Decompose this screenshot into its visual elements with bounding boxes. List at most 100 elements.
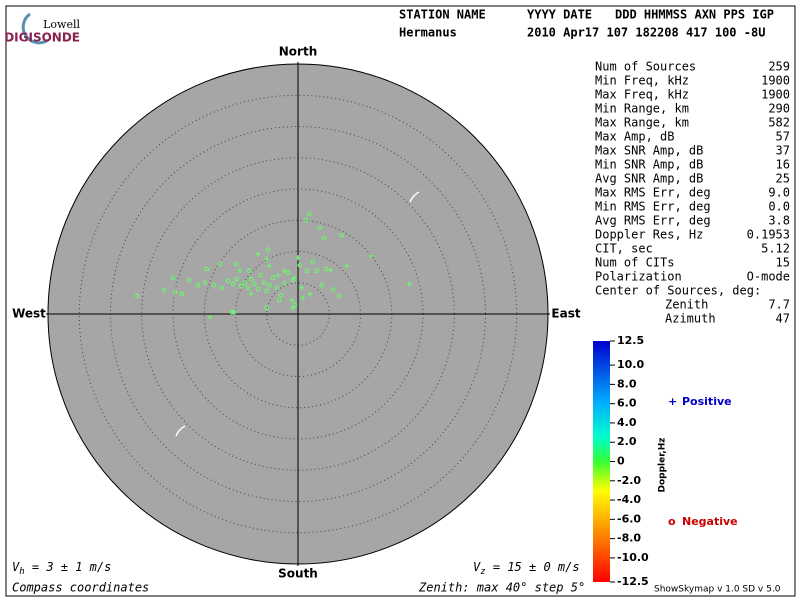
source-negative — [255, 286, 261, 292]
source-negative — [278, 292, 284, 298]
source-negative — [290, 277, 296, 283]
stat-value: 0.0 — [768, 200, 790, 214]
stat-label: Max SNR Amp, dB — [595, 144, 703, 158]
source-negative — [245, 285, 251, 291]
source-positive — [290, 305, 296, 311]
source-negative — [292, 302, 298, 307]
colorbar-label: Doppler,Hz — [658, 437, 668, 492]
source-negative — [248, 276, 254, 282]
source-negative — [339, 232, 345, 238]
source-negative — [281, 281, 287, 286]
colorbar-ticks: 12.5 10.0 8.0 6.0 4.0 2.0 0 -2.0 -4.0 -6.0 -8.0 -10… — [610, 334, 649, 588]
source-negative — [266, 282, 272, 288]
logo-top: Lowell — [43, 18, 80, 31]
header-label: STATION NAME — [399, 8, 486, 22]
colorbar — [593, 341, 610, 582]
colorbar-tick-label: 4.0 — [617, 416, 637, 429]
source-negative — [233, 261, 239, 267]
source-negative — [161, 287, 167, 293]
vh-label: Vh = 3 ± 1 m/s — [12, 560, 111, 577]
stat-label: Min Range, km — [595, 102, 689, 116]
source-positive — [255, 251, 261, 257]
colorbar-tick-label: 6.0 — [617, 397, 637, 410]
colorbar-tick-label: -4.0 — [617, 493, 641, 506]
center-label: Zenith — [665, 298, 708, 312]
source-negative — [251, 281, 257, 287]
center-label: Azimuth — [665, 312, 716, 326]
stat-label: Min RMS Err, deg — [595, 200, 711, 214]
stat-label: Max Range, km — [595, 116, 689, 130]
version-label: ShowSkymap v 1.0 SD v 5.0 — [654, 585, 781, 595]
legend-symbol: + — [668, 395, 677, 408]
source-negative — [217, 261, 223, 267]
source-negative — [297, 262, 303, 268]
vz-symbol: V — [473, 560, 481, 574]
colorbar-tick-label: -10.0 — [617, 551, 649, 564]
arc-mark — [409, 191, 420, 203]
vz-text: = 15 ± 0 m/s — [486, 560, 580, 574]
compass-east: East — [551, 307, 580, 321]
header-label: DDD HHMMSS AXN PPS IGP — [615, 8, 774, 22]
colorbar-tick-label: 8.0 — [617, 377, 637, 390]
source-positive — [266, 263, 272, 269]
vz-sub: z — [480, 567, 485, 577]
source-negative — [304, 268, 310, 274]
source-negative — [204, 266, 210, 272]
colorbar-tick-label: 0 — [617, 455, 625, 468]
source-positive — [299, 285, 305, 291]
source-positive — [264, 256, 270, 262]
stat-label: Max RMS Err, deg — [595, 186, 711, 200]
stat-value: 37 — [776, 144, 790, 158]
colorbar-tick-label: 12.5 — [617, 334, 644, 347]
source-negative — [306, 211, 312, 217]
source-negative — [242, 280, 248, 286]
source-negative — [336, 293, 342, 299]
source-negative — [195, 282, 201, 288]
source-negative — [321, 236, 327, 241]
colorbar-tick-label: -2.0 — [617, 474, 641, 487]
source-positive — [368, 253, 374, 259]
colorbar-tick-label: -8.0 — [617, 532, 641, 545]
source-negative — [231, 309, 237, 315]
stat-value: 1900 — [761, 74, 790, 88]
source-negative — [202, 280, 208, 286]
source-negative — [270, 275, 276, 281]
legend-label: Negative — [682, 515, 738, 528]
colorbar-tick-label: -6.0 — [617, 512, 641, 525]
source-negative — [264, 305, 270, 311]
source-negative — [229, 309, 235, 315]
source-negative — [319, 282, 325, 288]
header-label: YYYY DATE — [527, 8, 592, 22]
colorbar-tick-label: -12.5 — [617, 575, 649, 588]
source-positive — [344, 263, 350, 269]
center-value: 7.7 — [768, 298, 790, 312]
stat-value: 1900 — [761, 88, 790, 102]
colorbar-tick-label: 2.0 — [617, 435, 637, 448]
source-negative — [172, 289, 178, 295]
source-negative — [323, 266, 329, 272]
source-negative — [211, 282, 217, 288]
stat-value: 5.12 — [761, 242, 790, 256]
source-negative — [264, 288, 270, 294]
logo-bottom: DIGISONDE — [4, 31, 80, 45]
stat-label: Polarization — [595, 270, 682, 284]
vh-sub: h — [19, 567, 24, 577]
source-negative — [179, 291, 185, 297]
source-positive — [275, 272, 281, 278]
compass-west: West — [12, 307, 46, 321]
legend-symbol: o — [668, 515, 676, 528]
polar-plot — [46, 62, 550, 566]
stat-label: CIT, sec — [595, 242, 653, 256]
source-negative — [234, 276, 240, 282]
vh-text: = 3 ± 1 m/s — [25, 560, 112, 574]
stat-value: 15 — [776, 256, 790, 270]
legend: + Positive o Negative — [668, 395, 738, 528]
source-positive — [248, 291, 254, 297]
source-positive — [207, 314, 213, 320]
source-negative — [225, 278, 231, 284]
source-negative — [330, 287, 336, 292]
vz-label: Vz = 15 ± 0 m/s — [473, 560, 580, 577]
source-positive — [307, 291, 313, 297]
zenith-label: Zenith: max 40° step 5° — [418, 581, 585, 595]
